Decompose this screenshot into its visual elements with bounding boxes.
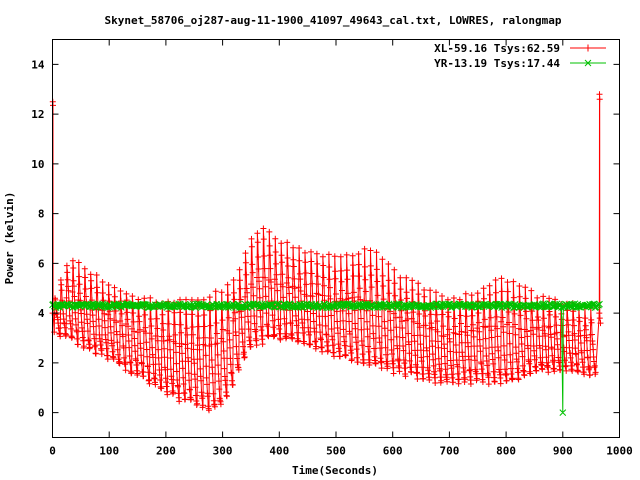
series-xl-line: [52, 94, 601, 411]
y-tick-label: 12: [31, 108, 44, 121]
x-tick-label: 100: [99, 445, 119, 458]
x-tick-label: 400: [269, 445, 289, 458]
y-tick-label: 2: [38, 357, 45, 370]
x-tick-label: 500: [326, 445, 346, 458]
x-tick-label: 300: [213, 445, 233, 458]
y-tick-label: 14: [31, 58, 45, 71]
x-tick-label: 600: [383, 445, 403, 458]
series-xl-markers: [49, 91, 604, 414]
x-tick-label: 1000: [606, 445, 633, 458]
x-tick-label: 700: [439, 445, 459, 458]
y-tick-label: 6: [38, 257, 45, 270]
x-tick-label: 900: [553, 445, 573, 458]
x-tick-label: 0: [49, 445, 56, 458]
chart-title: Skynet_58706_oj287-aug-11-1900_41097_496…: [105, 14, 562, 27]
legend-marker-xl: [584, 44, 592, 52]
y-tick-label: 8: [38, 208, 45, 221]
plot-data: [49, 91, 604, 416]
y-tick-label: 4: [38, 307, 45, 320]
y-axis-label: Power (kelvin): [3, 192, 16, 285]
legend-marker-yr: [584, 59, 592, 67]
legend: XL-59.16 Tsys:62.59 YR-13.19 Tsys:17.44: [434, 42, 606, 70]
y-axis: 0 2 4 6 8 10 12 14: [31, 58, 620, 420]
legend-label-yr: YR-13.19 Tsys:17.44: [434, 57, 560, 70]
x-tick-label: 800: [496, 445, 516, 458]
legend-label-xl: XL-59.16 Tsys:62.59: [434, 42, 560, 55]
series-yr-line: [52, 301, 600, 413]
x-tick-label: 200: [156, 445, 176, 458]
x-axis-label: Time(Seconds): [292, 464, 378, 477]
x-axis: 0 100 200 300 400 500 600 700 800 900 1000: [49, 39, 633, 458]
y-tick-label: 0: [38, 407, 45, 420]
y-tick-label: 10: [31, 158, 44, 171]
